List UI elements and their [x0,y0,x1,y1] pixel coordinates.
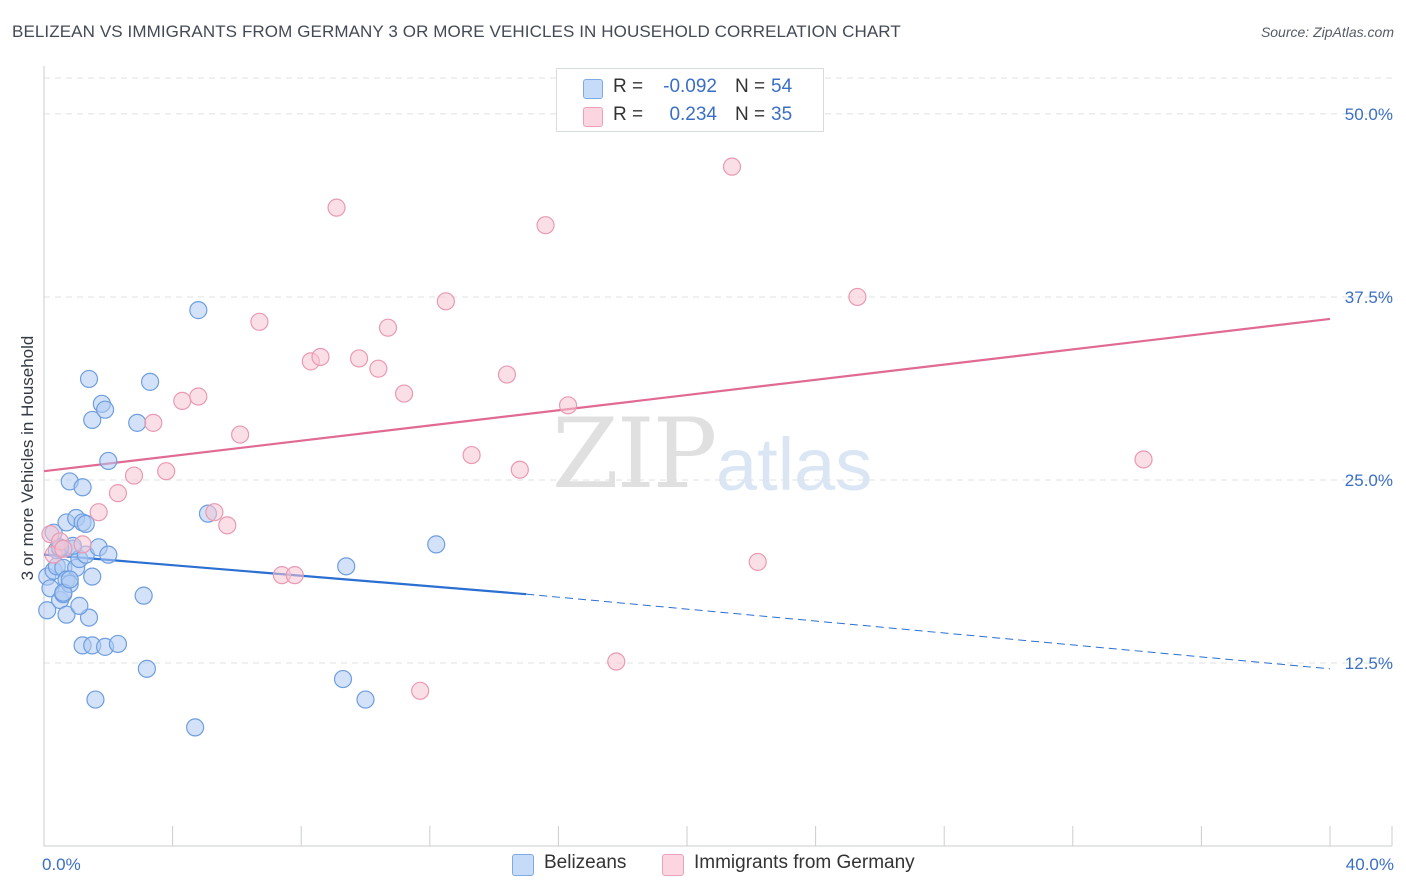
legend-n-label: N = [735,104,766,125]
x-tick-label: 40.0% [1346,855,1394,874]
source-label: Source: ZipAtlas.com [1260,24,1394,40]
belizean-point [128,413,147,432]
chart-title: BELIZEAN VS IMMIGRANTS FROM GERMANY 3 OR… [12,22,901,41]
germany-point [285,566,304,585]
germany-point [607,652,626,671]
germany-point [394,384,414,403]
bottom-legend-label-germany: Immigrants from Germany [694,852,915,873]
belizean-point [140,372,160,391]
germany-point [462,445,481,465]
germany-point [231,425,250,444]
belizean-point [73,478,92,497]
belizean-point [99,545,118,564]
belizean-point [427,535,446,554]
germany-point [311,347,330,367]
germany-point [369,359,388,378]
belizean-point [134,586,153,605]
legend-r-value: 0.234 [669,104,717,125]
trend-line-germany [43,317,1331,473]
data-points [38,157,1153,737]
germany-point [1134,450,1153,469]
germany-point [722,157,742,176]
belizean-point [356,690,375,709]
germany-point [189,387,208,406]
germany-point [73,535,92,554]
x-tick-label: 0.0% [42,855,81,874]
legend-box: R = -0.092 N = 54 R = 0.234 N = 35 [556,68,824,132]
watermark-zip: ZIP [552,398,717,510]
watermark-atlas: atlas [716,423,873,506]
germany-point [378,318,398,337]
belizean-point [79,608,99,627]
germany-point [89,503,108,522]
belizean-point [83,410,102,430]
legend-r-label: R = [613,76,644,97]
germany-point [327,198,346,217]
legend-n-value: 35 [771,104,793,125]
belizean-point [337,557,356,576]
trend-lines [43,317,1331,670]
germany-point [536,216,555,235]
belizean-point [38,601,57,620]
germany-point [124,466,144,485]
y-tick-label: 37.5% [1345,288,1393,307]
y-tick-label: 50.0% [1345,105,1393,124]
belizean-point [137,659,156,678]
tick-labels: 12.5% 25.0% 37.5% 50.0% 0.0% 40.0% [42,105,1394,874]
germany-point [411,681,430,700]
trend-line-belizean-extension [526,593,1331,670]
germany-point [205,503,224,522]
germany-point [144,413,163,432]
legend-row-belizean: R = -0.092 N = 54 [557,73,823,101]
belizean-point [333,669,353,689]
germany-point [436,292,455,311]
belizean-point [83,567,102,586]
germany-point [748,552,767,572]
bottom-legend-swatch-belizean [512,854,534,876]
germany-point [108,484,128,503]
legend-swatch-germany [583,107,603,127]
belizean-point [86,690,105,709]
germany-point [250,312,269,331]
belizean-point [76,514,95,533]
germany-point [54,539,73,558]
germany-point [218,516,237,535]
belizean-point [95,400,115,419]
y-axis-label: 3 or more Vehicles in Household [18,335,37,581]
legend-r-label: R = [613,104,644,125]
belizean-point [57,605,76,624]
belizean-point [189,301,208,320]
germany-point [497,365,517,384]
belizean-point [70,596,89,615]
legend-swatch-belizean [583,79,603,99]
belizean-point [79,369,99,389]
gridlines [44,77,1392,664]
axes [43,66,1393,847]
legend-row-germany: R = 0.234 N = 35 [557,101,823,129]
belizean-point [60,570,79,589]
bottom-legend-label-belizean: Belizeans [544,852,627,873]
belizean-point [186,718,205,737]
germany-point [848,287,867,307]
legend-r-value: -0.092 [663,76,717,97]
bottom-legend-swatch-germany [662,854,684,876]
germany-point [157,462,176,481]
y-tick-label: 25.0% [1345,471,1393,490]
belizean-point [99,451,118,471]
belizean-point [108,634,128,654]
legend-n-label: N = [735,76,766,97]
germany-point [558,396,578,415]
y-tick-label: 12.5% [1345,654,1393,673]
legend-n-value: 54 [771,76,793,97]
germany-point [349,349,369,368]
germany-point [173,391,192,410]
germany-point [510,460,529,479]
